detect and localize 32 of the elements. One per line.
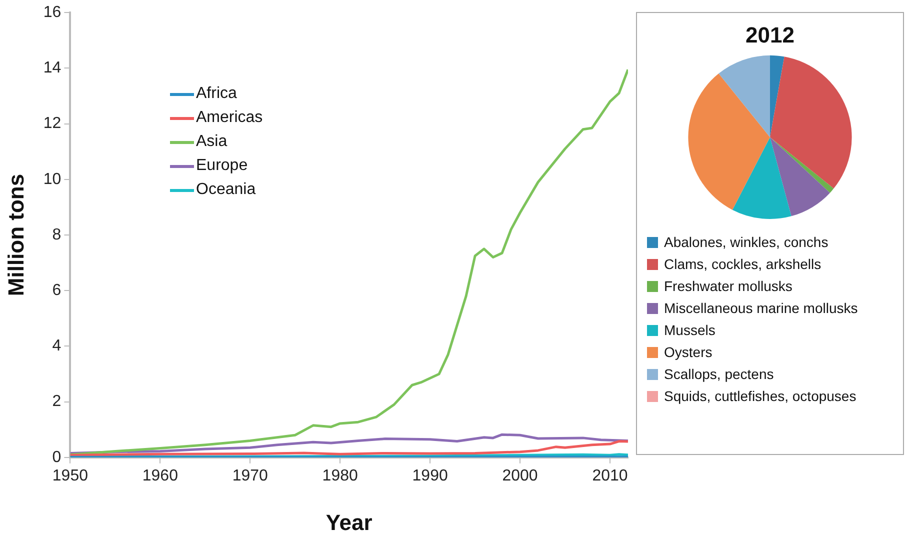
legend-label: Oysters	[664, 344, 712, 360]
legend-label: Europe	[196, 157, 248, 175]
legend-label: Abalones, winkles, conchs	[664, 234, 828, 250]
y-tick-label: 10	[43, 170, 62, 188]
legend-label: Asia	[196, 133, 228, 151]
legend-label: Clams, cockles, arkshells	[664, 256, 822, 272]
legend-label: Squids, cuttlefishes, octopuses	[664, 388, 856, 404]
legend-label: Scallops, pectens	[664, 366, 774, 382]
legend-label: Africa	[196, 85, 237, 103]
legend-label: Oceania	[196, 181, 256, 199]
legend-label: Miscellaneous marine mollusks	[664, 300, 858, 316]
y-tick-label: 14	[43, 60, 62, 77]
y-tick-label: 16	[43, 4, 62, 22]
x-tick-label: 1960	[142, 467, 178, 484]
x-tick-label: 1990	[412, 467, 448, 484]
legend-label: Mussels	[664, 322, 716, 338]
y-axis-title: Million tons	[3, 174, 28, 296]
y-tick-label: 6	[52, 282, 62, 300]
x-tick-label: 1970	[232, 467, 268, 484]
y-tick-label: 0	[52, 448, 62, 466]
x-tick-label: 1980	[322, 467, 358, 484]
y-tick-label: 12	[43, 115, 62, 132]
x-tick-label: 2010	[592, 467, 628, 484]
x-tick-label: 1950	[52, 467, 88, 484]
y-tick-label: 8	[52, 226, 62, 244]
text: 2012	[746, 22, 794, 48]
legend-label: Americas	[196, 109, 263, 127]
legend-label: Freshwater mollusks	[664, 278, 792, 294]
x-axis-title: Year	[326, 510, 373, 535]
y-tick-label: 4	[52, 338, 62, 355]
y-tick-label: 2	[52, 393, 62, 410]
x-tick-label: 2000	[502, 467, 538, 484]
